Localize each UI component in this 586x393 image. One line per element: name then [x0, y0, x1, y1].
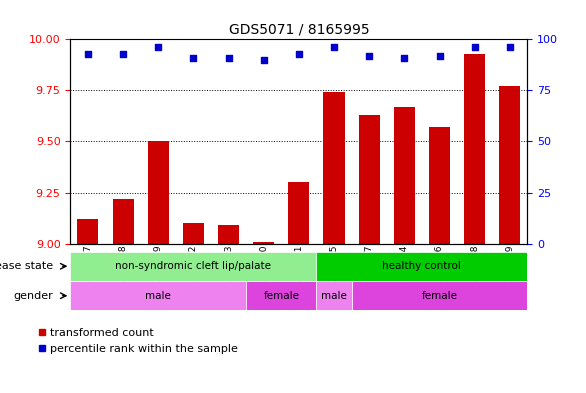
Text: GSM1045525: GSM1045525 — [329, 245, 339, 305]
Text: male: male — [145, 291, 171, 301]
Bar — [218, 225, 239, 244]
Text: GSM1045523: GSM1045523 — [224, 245, 233, 305]
Point — [118, 50, 128, 57]
Text: GSM1045518: GSM1045518 — [118, 245, 128, 305]
Point — [83, 50, 93, 57]
Text: female: female — [421, 291, 458, 301]
Text: GSM1045519: GSM1045519 — [154, 245, 163, 305]
Bar — [183, 223, 204, 244]
Text: female: female — [263, 291, 299, 301]
FancyBboxPatch shape — [246, 281, 316, 310]
Bar — [499, 86, 520, 244]
Point — [400, 55, 409, 61]
Bar — [77, 219, 98, 244]
Legend: transformed count, percentile rank within the sample: transformed count, percentile rank withi… — [35, 324, 243, 358]
Text: non-syndromic cleft lip/palate: non-syndromic cleft lip/palate — [115, 261, 271, 271]
Text: GSM1045520: GSM1045520 — [259, 245, 268, 305]
Bar — [429, 127, 450, 244]
Text: healthy control: healthy control — [383, 261, 461, 271]
Bar — [323, 92, 345, 244]
Point — [154, 44, 163, 51]
Point — [435, 53, 444, 59]
Point — [294, 50, 304, 57]
Text: disease state: disease state — [0, 261, 53, 271]
Text: GSM1045526: GSM1045526 — [435, 245, 444, 305]
FancyBboxPatch shape — [70, 252, 316, 281]
Point — [224, 55, 233, 61]
Bar — [253, 242, 274, 244]
Bar — [359, 115, 380, 244]
Point — [470, 44, 479, 51]
Point — [259, 57, 268, 63]
Text: GSM1045517: GSM1045517 — [83, 245, 93, 305]
Point — [189, 55, 198, 61]
Bar — [148, 141, 169, 244]
Text: GSM1045529: GSM1045529 — [505, 245, 515, 305]
Point — [364, 53, 374, 59]
Text: male: male — [321, 291, 347, 301]
Point — [505, 44, 515, 51]
Bar — [288, 182, 309, 244]
FancyBboxPatch shape — [70, 281, 246, 310]
Text: gender: gender — [13, 291, 53, 301]
FancyBboxPatch shape — [316, 252, 527, 281]
Text: GSM1045522: GSM1045522 — [189, 245, 198, 305]
Title: GDS5071 / 8165995: GDS5071 / 8165995 — [229, 23, 369, 37]
Text: GSM1045528: GSM1045528 — [470, 245, 479, 305]
Bar — [394, 107, 415, 244]
FancyBboxPatch shape — [316, 281, 352, 310]
Text: GSM1045527: GSM1045527 — [364, 245, 374, 305]
Point — [329, 44, 339, 51]
Text: GSM1045524: GSM1045524 — [400, 245, 409, 305]
Bar — [464, 53, 485, 244]
FancyBboxPatch shape — [352, 281, 527, 310]
Text: GSM1045521: GSM1045521 — [294, 245, 304, 305]
Bar — [113, 199, 134, 244]
